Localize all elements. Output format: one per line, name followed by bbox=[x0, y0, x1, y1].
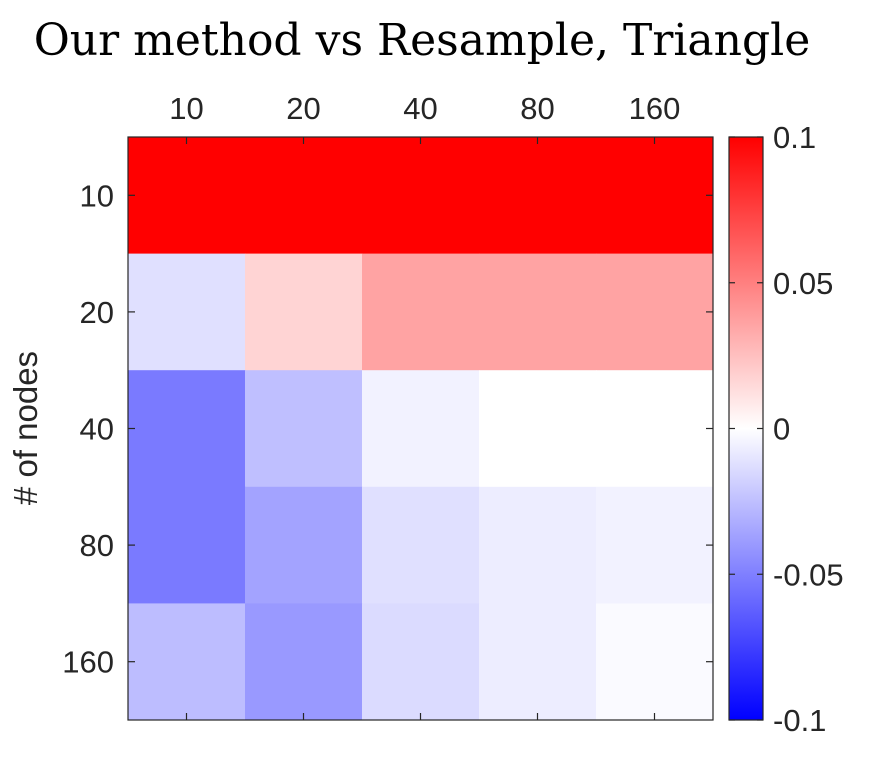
heatmap-cell bbox=[479, 370, 597, 488]
heatmap-cell bbox=[362, 370, 480, 488]
heatmap-cell bbox=[479, 486, 597, 604]
x-tick-label: 160 bbox=[629, 91, 681, 126]
colorbar-ticks: 0.1 0.05 0 -0.05 -0.1 bbox=[729, 120, 844, 738]
x-tick-label: 40 bbox=[403, 91, 437, 126]
heatmap-cell bbox=[596, 137, 714, 255]
heatmap-cell bbox=[245, 603, 363, 721]
heatmap-cell bbox=[596, 486, 714, 604]
heatmap-cell bbox=[479, 603, 597, 721]
heatmap-cell bbox=[362, 253, 480, 371]
y-tick-label: 10 bbox=[80, 178, 114, 213]
heatmap-cell bbox=[128, 253, 246, 371]
colorbar-tick-label: 0 bbox=[773, 412, 790, 447]
heatmap-cell bbox=[245, 253, 363, 371]
heatmap-cell bbox=[128, 370, 246, 488]
x-tick-label: 10 bbox=[169, 91, 203, 126]
heatmap-cell bbox=[128, 486, 246, 604]
colorbar-tick-label: 0.1 bbox=[773, 120, 816, 155]
y-tick-label: 20 bbox=[80, 295, 114, 330]
colorbar-tick-label: 0.05 bbox=[773, 266, 833, 301]
heatmap-cell bbox=[245, 486, 363, 604]
heatmap-cell bbox=[362, 486, 480, 604]
y-tick-label: 80 bbox=[80, 528, 114, 563]
colorbar-tick-label: -0.1 bbox=[773, 703, 826, 738]
heatmap-cells bbox=[128, 137, 714, 721]
colorbar-tick-label: -0.05 bbox=[773, 557, 844, 592]
heatmap-cell bbox=[479, 253, 597, 371]
x-axis-ticks: 10 20 40 80 160 bbox=[169, 91, 680, 720]
y-tick-label: 160 bbox=[62, 645, 114, 680]
x-tick-label: 20 bbox=[286, 91, 320, 126]
heatmap-cell bbox=[128, 603, 246, 721]
heatmap-cell bbox=[362, 137, 480, 255]
x-tick-label: 80 bbox=[520, 91, 554, 126]
heatmap-cell bbox=[596, 370, 714, 488]
heatmap-cell bbox=[128, 137, 246, 255]
heatmap-cell bbox=[245, 370, 363, 488]
heatmap-cell bbox=[479, 137, 597, 255]
y-tick-label: 40 bbox=[80, 412, 114, 447]
heatmap-cell bbox=[596, 603, 714, 721]
heatmap-cell bbox=[362, 603, 480, 721]
y-axis-ticks: 10 20 40 80 160 bbox=[62, 178, 713, 680]
heatmap-cell bbox=[245, 137, 363, 255]
chart-title: Our method vs Resample, Triangle bbox=[34, 15, 811, 66]
heatmap-cell bbox=[596, 253, 714, 371]
y-axis-label: # of nodes bbox=[7, 351, 44, 505]
